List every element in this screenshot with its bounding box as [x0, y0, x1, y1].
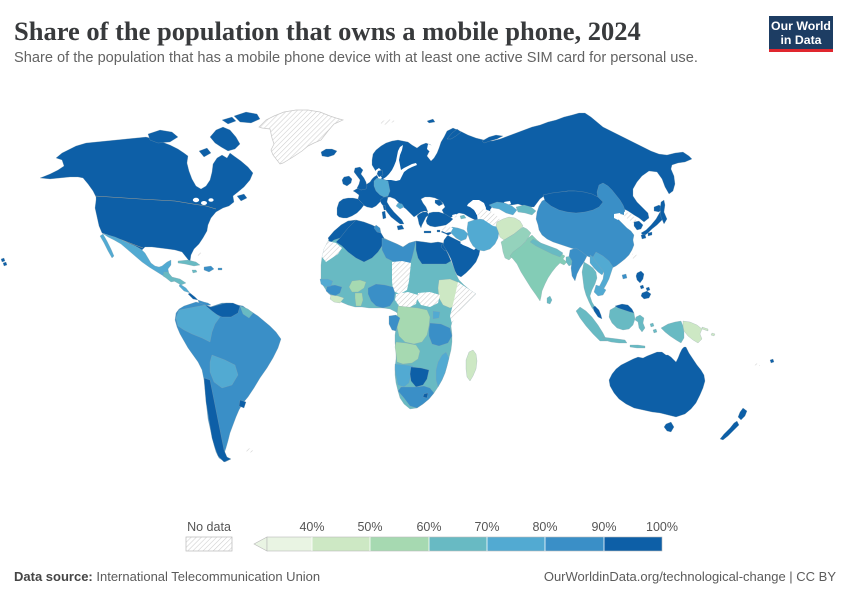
svg-text:90%: 90%: [591, 520, 616, 534]
svg-text:40%: 40%: [299, 520, 324, 534]
svg-text:60%: 60%: [416, 520, 441, 534]
svg-text:50%: 50%: [357, 520, 382, 534]
svg-text:No data: No data: [187, 520, 231, 534]
svg-text:100%: 100%: [646, 520, 678, 534]
svg-text:70%: 70%: [474, 520, 499, 534]
svg-text:80%: 80%: [532, 520, 557, 534]
